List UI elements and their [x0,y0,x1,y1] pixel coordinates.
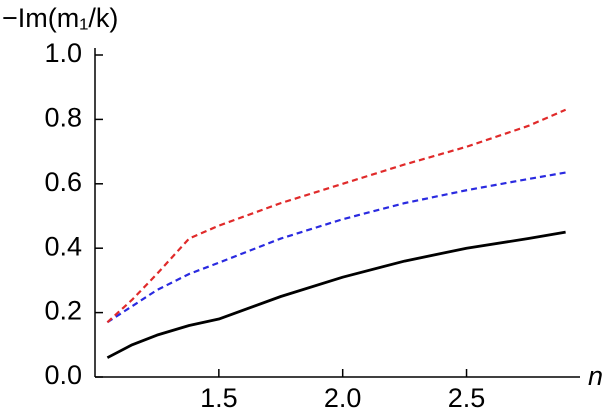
x-axis-label: n [588,361,603,391]
y-tick-label: 0.0 [44,360,82,390]
x-tick-label: 2.5 [448,383,486,413]
series-line [106,108,567,324]
x-tick-label: 1.5 [200,383,238,413]
y-tick-label: 0.8 [44,103,82,133]
y-tick-label: 1.0 [44,38,82,68]
y-tick-label: 0.2 [44,296,82,326]
y-tick-label: 0.6 [44,167,82,197]
y-tick-label: 0.4 [44,231,82,261]
series-line [106,171,566,324]
series-line [106,230,566,359]
y-axis-label: −Im(m₁/k) [2,3,118,33]
x-tick-label: 2.0 [324,383,362,413]
